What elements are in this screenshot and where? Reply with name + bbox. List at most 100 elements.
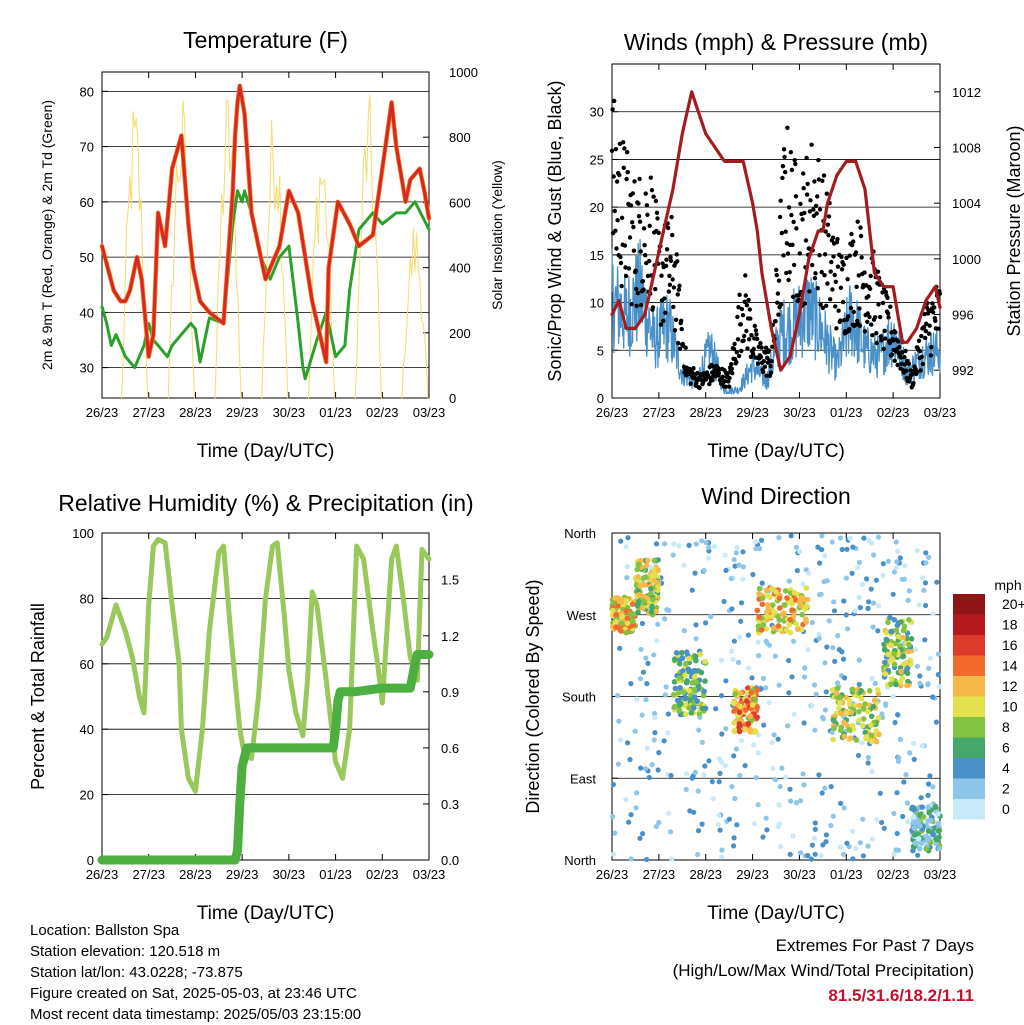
- direction-point: [843, 575, 850, 581]
- direction-point: [904, 665, 911, 672]
- direction-point: [901, 623, 908, 630]
- gust-point: [886, 315, 891, 320]
- gust-point: [614, 246, 619, 251]
- gust-point: [825, 281, 830, 286]
- direction-point: [818, 853, 824, 859]
- direction-point: [911, 825, 917, 831]
- direction-point: [876, 731, 882, 738]
- direction-point: [623, 544, 629, 550]
- direction-point: [786, 578, 792, 584]
- x-tick-label: 01/23: [830, 867, 863, 882]
- temp-2m-line: [100, 84, 431, 364]
- gust-point: [754, 336, 760, 342]
- direction-point: [763, 626, 770, 632]
- gust-point: [773, 319, 778, 324]
- gust-point: [866, 294, 871, 299]
- direction-xlabel: Time (Day/UTC): [707, 903, 845, 924]
- direction-point: [794, 626, 801, 632]
- x-tick-label: 01/23: [319, 867, 352, 882]
- gust-point: [777, 214, 783, 220]
- direction-point: [822, 660, 828, 666]
- direction-point: [615, 761, 622, 767]
- gust-point: [779, 230, 784, 236]
- direction-point: [751, 742, 757, 748]
- direction-point: [729, 648, 735, 654]
- direction-point: [767, 594, 773, 601]
- direction-point: [793, 621, 800, 627]
- direction-point: [683, 771, 690, 777]
- gust-point: [889, 352, 895, 357]
- gust-point: [859, 255, 864, 260]
- direction-point: [769, 614, 775, 620]
- direction-point: [864, 576, 870, 582]
- gust-point: [849, 231, 854, 237]
- direction-point: [769, 739, 776, 746]
- gust-point: [774, 267, 779, 273]
- direction-point: [909, 804, 916, 811]
- y-tick-label: 30: [590, 105, 604, 120]
- direction-point: [897, 679, 904, 685]
- direction-point: [865, 708, 871, 715]
- direction-point: [787, 786, 793, 792]
- direction-point: [719, 847, 725, 853]
- gust-point: [725, 371, 730, 376]
- gust-point: [878, 314, 883, 320]
- temperature-xlabel: Time (Day/UTC): [197, 441, 335, 462]
- direction-point: [635, 562, 642, 569]
- gust-point: [890, 338, 896, 343]
- direction-point: [821, 579, 827, 585]
- direction-point: [610, 781, 617, 788]
- gust-point: [803, 238, 809, 243]
- direction-point: [637, 835, 643, 841]
- direction-point: [740, 576, 746, 582]
- gust-point: [729, 362, 734, 367]
- gust-point: [774, 272, 779, 278]
- gust-point: [926, 331, 932, 336]
- direction-point: [901, 779, 907, 785]
- direction-point: [731, 700, 737, 706]
- direction-point: [936, 684, 942, 690]
- direction-point: [689, 587, 695, 593]
- gust-point: [821, 173, 827, 178]
- gust-point: [744, 303, 750, 308]
- direction-point: [763, 638, 769, 644]
- direction-point: [906, 617, 912, 623]
- direction-point: [877, 790, 883, 796]
- direction-point: [881, 646, 888, 653]
- direction-point: [788, 798, 794, 804]
- gust-point: [636, 201, 641, 206]
- direction-point: [745, 632, 752, 638]
- direction-point: [891, 569, 898, 575]
- direction-point: [718, 657, 725, 663]
- direction-point: [683, 679, 690, 686]
- direction-point: [788, 533, 794, 539]
- y-tick-label: 5: [597, 343, 604, 358]
- direction-point: [900, 634, 906, 641]
- gust-point: [625, 170, 630, 175]
- gust-point: [627, 235, 633, 240]
- direction-point: [643, 562, 650, 569]
- direction-point: [716, 756, 722, 762]
- direction-point: [802, 674, 808, 680]
- gust-point: [632, 179, 637, 184]
- gust-point: [885, 311, 891, 316]
- direction-point: [645, 660, 651, 667]
- direction-point: [779, 765, 785, 771]
- x-tick-label: 29/23: [736, 405, 769, 420]
- direction-point: [708, 614, 714, 620]
- direction-point: [880, 572, 886, 578]
- temperature-frame: [101, 71, 430, 399]
- direction-point: [912, 840, 919, 846]
- gust-point: [833, 304, 838, 309]
- y-tick-label: North: [564, 853, 596, 868]
- direction-point: [812, 826, 818, 833]
- direction-point: [738, 618, 744, 624]
- direction-point: [693, 679, 699, 685]
- direction-point: [711, 543, 718, 550]
- gust-point: [732, 341, 737, 347]
- direction-point: [759, 627, 765, 633]
- direction-point: [881, 825, 887, 831]
- gust-point: [812, 179, 817, 184]
- direction-point: [875, 603, 882, 609]
- gust-point: [672, 328, 678, 333]
